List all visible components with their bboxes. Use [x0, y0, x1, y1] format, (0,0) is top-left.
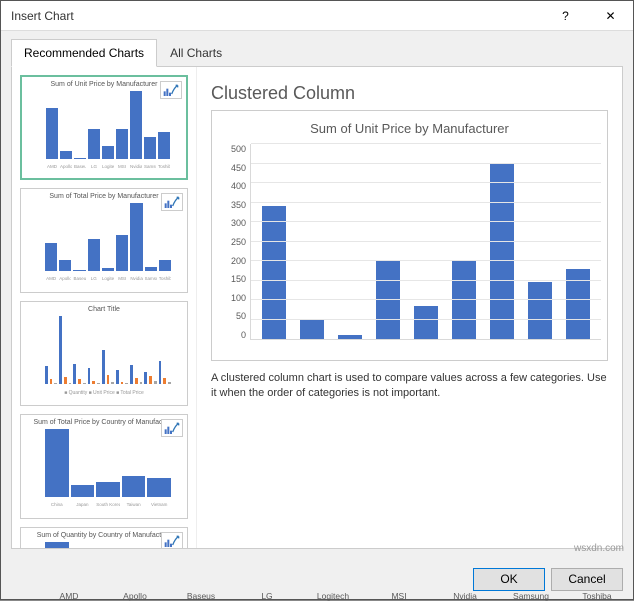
- thumb-chart: AMDApolloBaseusLGLogitechMSINvidiaSamsun…: [25, 203, 183, 281]
- bar: [528, 282, 552, 339]
- thumb-title: Sum of Total Price by Country of Manufac…: [25, 419, 183, 426]
- bar: [414, 306, 438, 339]
- help-icon: ?: [562, 9, 569, 23]
- bar-slot: [483, 144, 521, 339]
- bar: [300, 320, 324, 340]
- window-title: Insert Chart: [11, 9, 543, 23]
- chart-area: 500450400350300250200150100500 AMDApollo…: [218, 144, 601, 354]
- plot-area: [250, 144, 601, 340]
- thumb-title: Sum of Quantity by Country of Manufactur…: [25, 532, 183, 539]
- thumb-title: Sum of Total Price by Manufacturer: [25, 193, 183, 200]
- chart-preview: Sum of Unit Price by Manufacturer 500450…: [211, 110, 608, 361]
- bar-slot: [521, 144, 559, 339]
- ok-button[interactable]: OK: [473, 568, 545, 591]
- bar-slot: [331, 144, 369, 339]
- bar-slot: [445, 144, 483, 339]
- thumb-chart: ChinaJapanSouth KoreaTaiwanVietnam: [25, 542, 183, 548]
- chart-thumbnail[interactable]: Sum of Total Price by Manufacturer AMDApo…: [20, 188, 188, 293]
- bar-slot: [559, 144, 597, 339]
- content: Sum of Unit Price by Manufacturer AMDApol…: [11, 66, 623, 549]
- recommendation-sidebar: Sum of Unit Price by Manufacturer AMDApol…: [12, 67, 197, 548]
- thumb-title: Chart Title: [25, 306, 183, 313]
- chart-title: Sum of Unit Price by Manufacturer: [218, 121, 601, 136]
- tab-recommended[interactable]: Recommended Charts: [11, 39, 157, 67]
- thumb-chart: AMDApolloBaseusLGLogitechMSINvidiaSamsun…: [26, 91, 182, 169]
- chart-description: A clustered column chart is used to comp…: [211, 371, 608, 401]
- titlebar: Insert Chart ? ✕: [1, 1, 633, 31]
- bar: [490, 164, 514, 340]
- tab-strip: Recommended Charts All Charts: [1, 31, 633, 67]
- bar-series: [251, 144, 601, 339]
- chart-thumbnail[interactable]: Chart Title ■ Quantity ■ Unit Price ■ Tot…: [20, 301, 188, 406]
- y-axis: 500450400350300250200150100500: [218, 144, 250, 354]
- tab-all-charts[interactable]: All Charts: [157, 39, 235, 67]
- chart-preview-pane: Clustered Column Sum of Unit Price by Ma…: [197, 67, 622, 548]
- thumb-chart: ■ Quantity ■ Unit Price ■ Total Price: [25, 316, 183, 394]
- chart-type-heading: Clustered Column: [211, 83, 608, 104]
- thumb-chart: ChinaJapanSouth KoreaTaiwanVietnam: [25, 429, 183, 507]
- chart-thumbnail[interactable]: Sum of Quantity by Country of Manufactur…: [20, 527, 188, 548]
- cancel-button[interactable]: Cancel: [551, 568, 623, 591]
- close-icon: ✕: [605, 9, 615, 23]
- bar: [452, 261, 476, 339]
- bar-slot: [255, 144, 293, 339]
- thumb-title: Sum of Unit Price by Manufacturer: [26, 81, 182, 88]
- help-button[interactable]: ?: [543, 1, 588, 31]
- bar: [376, 261, 400, 339]
- chart-thumbnail[interactable]: Sum of Total Price by Country of Manufac…: [20, 414, 188, 519]
- chart-thumbnail[interactable]: Sum of Unit Price by Manufacturer AMDApol…: [20, 75, 188, 180]
- watermark: wsxdn.com: [574, 543, 624, 554]
- bar-slot: [369, 144, 407, 339]
- insert-chart-dialog: Insert Chart ? ✕ Recommended Charts All …: [0, 0, 634, 600]
- bar: [338, 335, 362, 339]
- close-button[interactable]: ✕: [588, 1, 633, 31]
- bar-slot: [293, 144, 331, 339]
- bar-slot: [407, 144, 445, 339]
